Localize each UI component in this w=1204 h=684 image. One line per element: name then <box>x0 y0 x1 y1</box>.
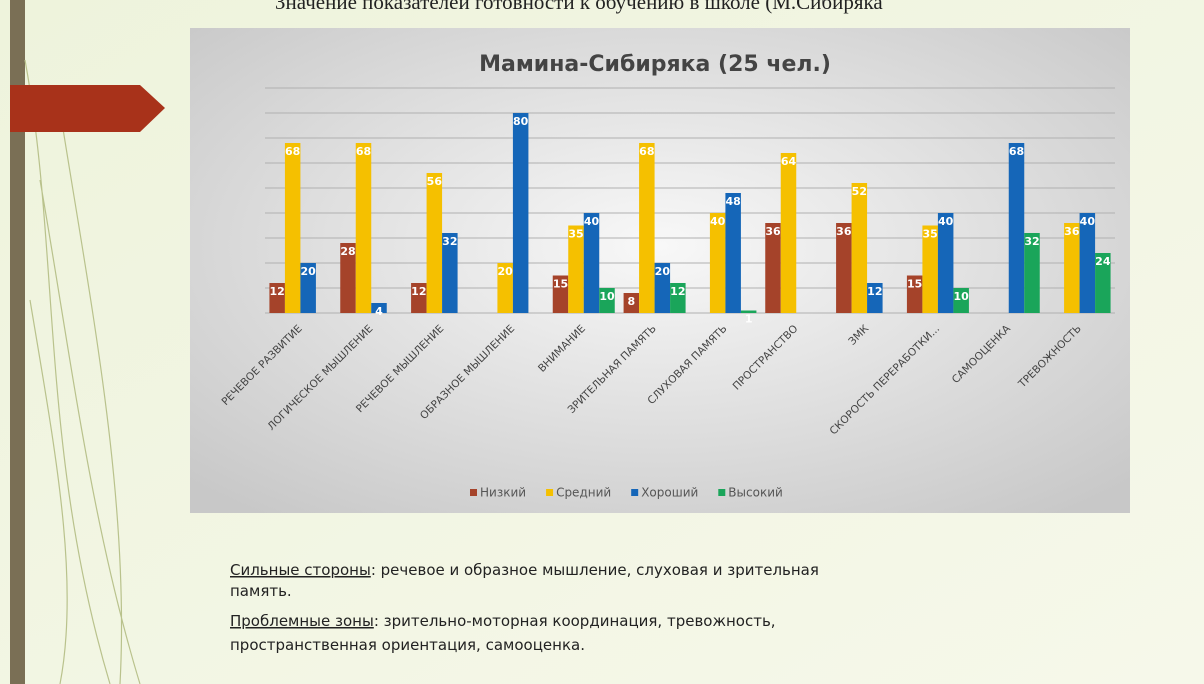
bar <box>623 293 640 313</box>
legend-swatch <box>546 489 554 496</box>
notes: пространственная ориентация, самооценка. <box>230 636 585 654</box>
value-label: 12 <box>670 285 685 298</box>
value-label: 52 <box>852 185 867 198</box>
value-label: 1 <box>745 313 753 326</box>
strengths-text: : речевое и образное мышление, слуховая … <box>371 561 819 579</box>
value-label: 12 <box>867 285 882 298</box>
value-label: 40 <box>938 215 954 228</box>
value-label: 24 <box>1095 255 1111 268</box>
bar <box>512 113 529 313</box>
bar <box>1095 253 1111 313</box>
value-label: 20 <box>498 265 514 278</box>
bar <box>709 213 726 313</box>
value-label: 40 <box>710 215 726 228</box>
bar <box>284 143 301 313</box>
bar <box>780 153 797 313</box>
value-label: 10 <box>599 290 615 303</box>
value-label: 68 <box>1009 145 1024 158</box>
bar <box>670 283 686 313</box>
value-label: 36 <box>1064 225 1080 238</box>
bar <box>599 288 615 313</box>
bar <box>355 143 372 313</box>
legend-label: Низкий <box>480 486 526 500</box>
value-label: 32 <box>442 235 457 248</box>
header-title: Значение показателей готовности к обучен… <box>275 0 883 14</box>
bar <box>639 143 655 313</box>
problems-label: Проблемные зоны <box>230 612 374 630</box>
notes: память. <box>230 582 292 600</box>
value-label: 32 <box>1024 235 1039 248</box>
bar <box>442 233 458 313</box>
value-label: 12 <box>411 285 426 298</box>
bar <box>922 225 938 313</box>
value-label: 10 <box>954 290 970 303</box>
legend-swatch <box>718 489 726 496</box>
bar <box>411 283 427 313</box>
value-label: 35 <box>923 228 938 241</box>
bar <box>725 193 741 313</box>
legend-label: Средний <box>556 486 611 500</box>
value-label: 68 <box>356 145 371 158</box>
bar <box>568 225 584 313</box>
strengths-label: Сильные стороны <box>230 561 371 579</box>
problems-text: : зрительно-моторная координация, тревож… <box>374 612 776 630</box>
bar <box>1024 233 1040 313</box>
value-label: 80 <box>513 115 529 128</box>
bar <box>836 223 852 313</box>
chart-title: Мамина-Сибиряка (25 чел.) <box>479 52 831 77</box>
value-label: 15 <box>553 278 568 291</box>
arrow <box>10 85 165 132</box>
bar <box>371 303 387 313</box>
decor-lines <box>24 59 141 684</box>
value-label: 40 <box>584 215 600 228</box>
legend-label: Хороший <box>641 486 698 500</box>
bar <box>906 275 923 313</box>
bar <box>300 263 316 313</box>
side-bar <box>10 0 25 684</box>
bar <box>552 275 569 313</box>
value-label: 20 <box>655 265 671 278</box>
value-label: 28 <box>340 245 355 258</box>
legend-swatch <box>631 489 639 496</box>
bar <box>654 263 671 313</box>
value-label: 35 <box>568 228 583 241</box>
bar <box>740 310 757 313</box>
value-label: 56 <box>427 175 443 188</box>
value-label: 64 <box>781 155 797 168</box>
value-label: 48 <box>726 195 741 208</box>
value-label: 20 <box>301 265 317 278</box>
value-label: 68 <box>285 145 300 158</box>
bar <box>851 183 868 313</box>
bar <box>765 223 781 313</box>
value-label: 36 <box>765 225 781 238</box>
legend-label: Высокий <box>728 486 783 500</box>
bar <box>937 213 954 313</box>
value-label: 36 <box>836 225 852 238</box>
bar <box>269 283 285 313</box>
bar <box>953 288 969 313</box>
value-label: 40 <box>1080 215 1096 228</box>
bar <box>426 173 443 313</box>
bar <box>340 243 356 313</box>
bar <box>867 283 883 313</box>
value-label: 12 <box>270 285 285 298</box>
value-label: 8 <box>628 295 636 308</box>
notes: Проблемные зоны: зрительно-моторная коор… <box>230 612 776 630</box>
bar <box>497 263 513 313</box>
bar <box>1008 143 1025 313</box>
value-label: 15 <box>907 278 922 291</box>
value-label: 4 <box>375 305 383 318</box>
notes: Сильные стороны: речевое и образное мышл… <box>230 561 819 579</box>
value-label: 68 <box>639 145 654 158</box>
legend-swatch <box>470 489 477 496</box>
bar <box>1079 213 1096 313</box>
bar <box>1064 223 1080 313</box>
bar <box>583 213 600 313</box>
